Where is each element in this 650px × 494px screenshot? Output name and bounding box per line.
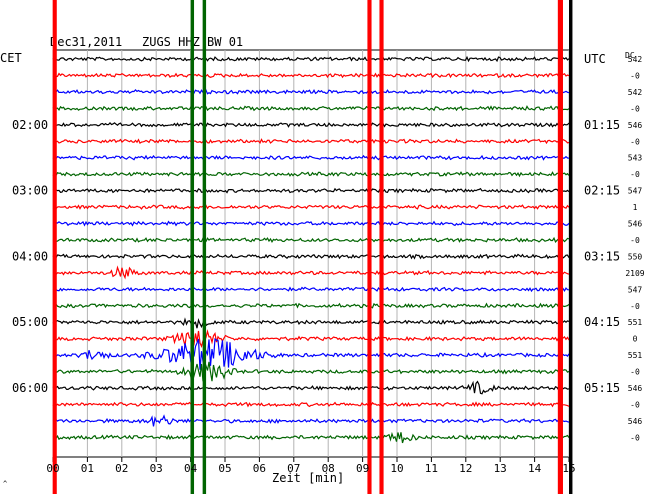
trace-23 [52, 431, 570, 444]
trace-22 [52, 414, 570, 427]
dc-offset-label: -0 [630, 433, 640, 442]
trace-17 [53, 329, 570, 349]
trace-2 [52, 88, 570, 95]
dc-offset-label: -0 [630, 104, 640, 113]
trace-12 [52, 253, 570, 260]
trace-1 [52, 72, 570, 79]
trace-16 [52, 315, 570, 329]
trace-13 [52, 265, 570, 280]
left-timezone-label: CET [0, 51, 22, 65]
marker-band-4 [379, 0, 384, 494]
dc-offset-label: -0 [630, 170, 640, 179]
marker-band-6 [569, 0, 573, 494]
dc-offset-label: 2109 [625, 269, 644, 278]
x-tick-label: 08 [322, 462, 335, 475]
x-tick-label: 11 [425, 462, 438, 475]
left-time-label: 04:00 [12, 249, 48, 263]
left-time-label: 02:00 [12, 118, 48, 132]
x-tick-label: 13 [494, 462, 507, 475]
trace-8 [52, 187, 570, 194]
trace-5 [52, 138, 570, 145]
dc-offset-label: 547 [628, 187, 643, 196]
x-tick-label: 15 [562, 462, 575, 475]
trace-3 [52, 105, 570, 112]
dc-label: DC [625, 51, 635, 60]
dc-offset-label: 1 [633, 203, 638, 212]
trace-15 [52, 302, 570, 309]
x-tick-label: 06 [253, 462, 266, 475]
right-time-label: 04:15 [584, 315, 620, 329]
marker-band-2 [202, 0, 207, 494]
dc-offset-label: -0 [630, 137, 640, 146]
x-tick-label: 07 [287, 462, 300, 475]
marker-band-0 [52, 0, 57, 494]
dc-offset-label: 550 [628, 252, 643, 261]
dc-offset-label: 546 [628, 121, 643, 130]
dc-offset-label: -0 [630, 302, 640, 311]
x-tick-label: 00 [46, 462, 59, 475]
x-tick-label: 05 [218, 462, 231, 475]
x-tick-label: 02 [115, 462, 128, 475]
trace-20 [52, 380, 570, 395]
dc-offset-label: -0 [630, 236, 640, 245]
trace-18 [52, 338, 570, 370]
right-time-label: 03:15 [584, 249, 620, 263]
left-time-label: 05:00 [12, 315, 48, 329]
dc-offset-label: 543 [628, 154, 643, 163]
dc-offset-label: 546 [628, 384, 643, 393]
trace-7 [52, 171, 570, 178]
dc-offset-label: 0 [633, 335, 638, 344]
right-time-label: 05:15 [584, 381, 620, 395]
dc-offset-label: 551 [628, 318, 643, 327]
dc-offset-label: 546 [628, 220, 643, 229]
chart-date: Dec31,2011 [50, 35, 122, 49]
right-time-label: 01:15 [584, 118, 620, 132]
dc-offset-label: -0 [630, 400, 640, 409]
x-tick-label: 14 [528, 462, 542, 475]
trace-19 [52, 361, 570, 382]
x-axis-label: Zeit [min] [272, 471, 344, 485]
x-tick-label: 04 [184, 462, 198, 475]
dc-offset-label: -0 [630, 71, 640, 80]
x-tick-label: 09 [356, 462, 369, 475]
x-tick-label: 01 [81, 462, 94, 475]
trace-6 [52, 154, 570, 161]
trace-21 [52, 401, 570, 408]
traces-layer [52, 55, 570, 444]
marker-band-3 [367, 0, 372, 494]
trace-4 [52, 122, 570, 128]
dc-offset-label: 542 [628, 88, 643, 97]
dc-offset-label: -0 [630, 368, 640, 377]
left-time-label: 06:00 [12, 381, 48, 395]
x-tick-label: 10 [390, 462, 403, 475]
trace-9 [52, 204, 570, 210]
trace-14 [52, 286, 570, 293]
right-time-label: UTC [584, 52, 606, 66]
dc-offset-label: 542 [628, 55, 643, 64]
trace-0 [52, 55, 570, 63]
x-tick-label: 03 [150, 462, 163, 475]
labels-layer: 00 01 02 03 04 05 06 07 08 09 10 11 12 13 14 1502:0003:… [12, 52, 645, 475]
right-time-label: 02:15 [584, 184, 620, 198]
trace-10 [52, 220, 570, 227]
marker-band-5 [557, 0, 563, 494]
trace-11 [52, 236, 570, 243]
corner-mark: ^ [3, 480, 7, 488]
x-tick-label: 12 [459, 462, 472, 475]
marker-band-1 [190, 0, 195, 494]
left-time-label: 03:00 [12, 184, 48, 198]
dc-offset-label: 551 [628, 351, 643, 360]
dc-offset-label: 547 [628, 285, 643, 294]
dc-offset-label: 546 [628, 417, 643, 426]
marker-bands-layer [52, 0, 573, 494]
